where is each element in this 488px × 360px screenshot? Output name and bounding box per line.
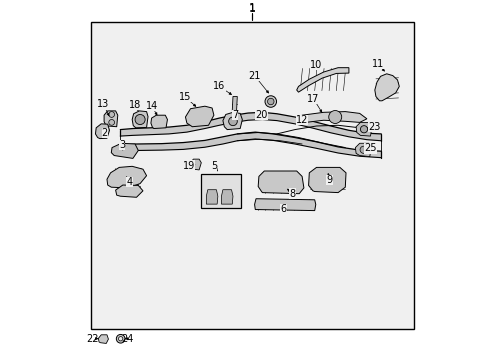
Polygon shape (151, 115, 167, 129)
Text: 12: 12 (295, 115, 307, 125)
Text: 7: 7 (231, 110, 238, 120)
Polygon shape (300, 112, 366, 122)
Text: 18: 18 (128, 100, 141, 110)
Text: 6: 6 (280, 204, 286, 214)
Text: 15: 15 (179, 92, 191, 102)
Circle shape (264, 96, 276, 107)
Polygon shape (95, 124, 109, 139)
Circle shape (108, 112, 114, 117)
Polygon shape (104, 111, 118, 127)
Circle shape (228, 117, 237, 126)
Text: 25: 25 (364, 143, 376, 153)
Polygon shape (258, 171, 303, 194)
Polygon shape (355, 143, 370, 157)
Text: 8: 8 (289, 189, 295, 199)
Text: 23: 23 (368, 122, 380, 132)
Circle shape (360, 126, 367, 133)
Polygon shape (120, 112, 381, 141)
Text: 1: 1 (248, 3, 255, 13)
Polygon shape (223, 112, 242, 130)
Circle shape (135, 114, 145, 125)
Text: 24: 24 (122, 334, 134, 344)
Polygon shape (132, 111, 148, 128)
Bar (91, 22, 413, 329)
Polygon shape (98, 335, 108, 343)
Bar (201, 174, 241, 208)
Circle shape (116, 334, 125, 343)
Text: 4: 4 (126, 177, 132, 187)
Polygon shape (355, 122, 371, 136)
Text: 16: 16 (213, 81, 225, 91)
Text: 22: 22 (86, 334, 99, 344)
Text: 21: 21 (248, 71, 260, 81)
Polygon shape (296, 68, 348, 92)
Text: 20: 20 (255, 110, 267, 120)
Circle shape (118, 337, 122, 341)
Text: 13: 13 (97, 99, 109, 109)
Circle shape (108, 120, 114, 125)
Text: 17: 17 (307, 94, 319, 104)
Text: 14: 14 (145, 101, 158, 111)
Text: 11: 11 (371, 59, 384, 69)
Text: 2: 2 (102, 128, 108, 138)
Text: 1: 1 (248, 4, 255, 14)
Text: 5: 5 (210, 161, 217, 171)
Circle shape (267, 98, 273, 105)
Polygon shape (115, 185, 142, 197)
Text: 10: 10 (310, 60, 322, 70)
Polygon shape (254, 199, 315, 211)
Polygon shape (221, 190, 232, 204)
Text: 3: 3 (119, 140, 125, 150)
Polygon shape (190, 159, 201, 170)
Circle shape (359, 146, 366, 153)
Polygon shape (374, 74, 399, 101)
Polygon shape (111, 143, 138, 158)
Polygon shape (206, 190, 218, 204)
Polygon shape (185, 106, 213, 127)
Circle shape (328, 111, 341, 123)
Polygon shape (308, 167, 346, 193)
Text: 9: 9 (325, 175, 332, 185)
Polygon shape (107, 166, 146, 188)
Polygon shape (120, 132, 381, 158)
Text: 19: 19 (183, 161, 195, 171)
Polygon shape (232, 96, 237, 111)
